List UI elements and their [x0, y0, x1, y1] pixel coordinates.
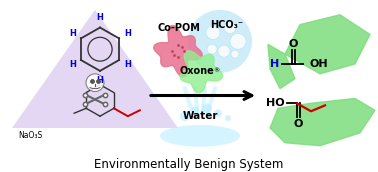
Circle shape [202, 103, 212, 113]
Circle shape [231, 50, 239, 58]
Text: OH: OH [310, 59, 328, 69]
Circle shape [180, 111, 190, 121]
Polygon shape [270, 98, 375, 146]
Text: Environmentally Benign System: Environmentally Benign System [94, 158, 284, 171]
Text: HCO₃⁻: HCO₃⁻ [210, 20, 243, 30]
Polygon shape [154, 25, 202, 77]
Ellipse shape [160, 125, 240, 147]
Text: O: O [293, 119, 303, 129]
Polygon shape [268, 44, 295, 89]
Circle shape [214, 109, 222, 117]
Circle shape [188, 10, 252, 73]
Text: Water: Water [182, 111, 218, 121]
Polygon shape [285, 15, 370, 74]
Circle shape [218, 45, 230, 57]
Circle shape [225, 115, 231, 121]
Text: H: H [96, 13, 104, 22]
Text: H: H [69, 29, 76, 38]
Text: HO: HO [266, 98, 284, 108]
Circle shape [224, 22, 236, 34]
Text: O: O [288, 39, 298, 49]
Polygon shape [12, 10, 178, 128]
Polygon shape [180, 51, 223, 93]
Text: H: H [124, 29, 131, 38]
Text: H: H [270, 59, 280, 69]
Circle shape [191, 106, 199, 114]
Text: NaO₃S: NaO₃S [18, 131, 42, 140]
Circle shape [86, 74, 104, 92]
Circle shape [206, 26, 220, 39]
Text: Oxone: Oxone [180, 66, 215, 76]
Circle shape [207, 44, 217, 54]
Text: ®: ® [213, 68, 219, 73]
Circle shape [230, 34, 246, 49]
Text: H: H [124, 61, 131, 69]
Text: H: H [69, 61, 76, 69]
Text: Co-POM: Co-POM [157, 23, 200, 33]
Text: H: H [96, 76, 104, 85]
